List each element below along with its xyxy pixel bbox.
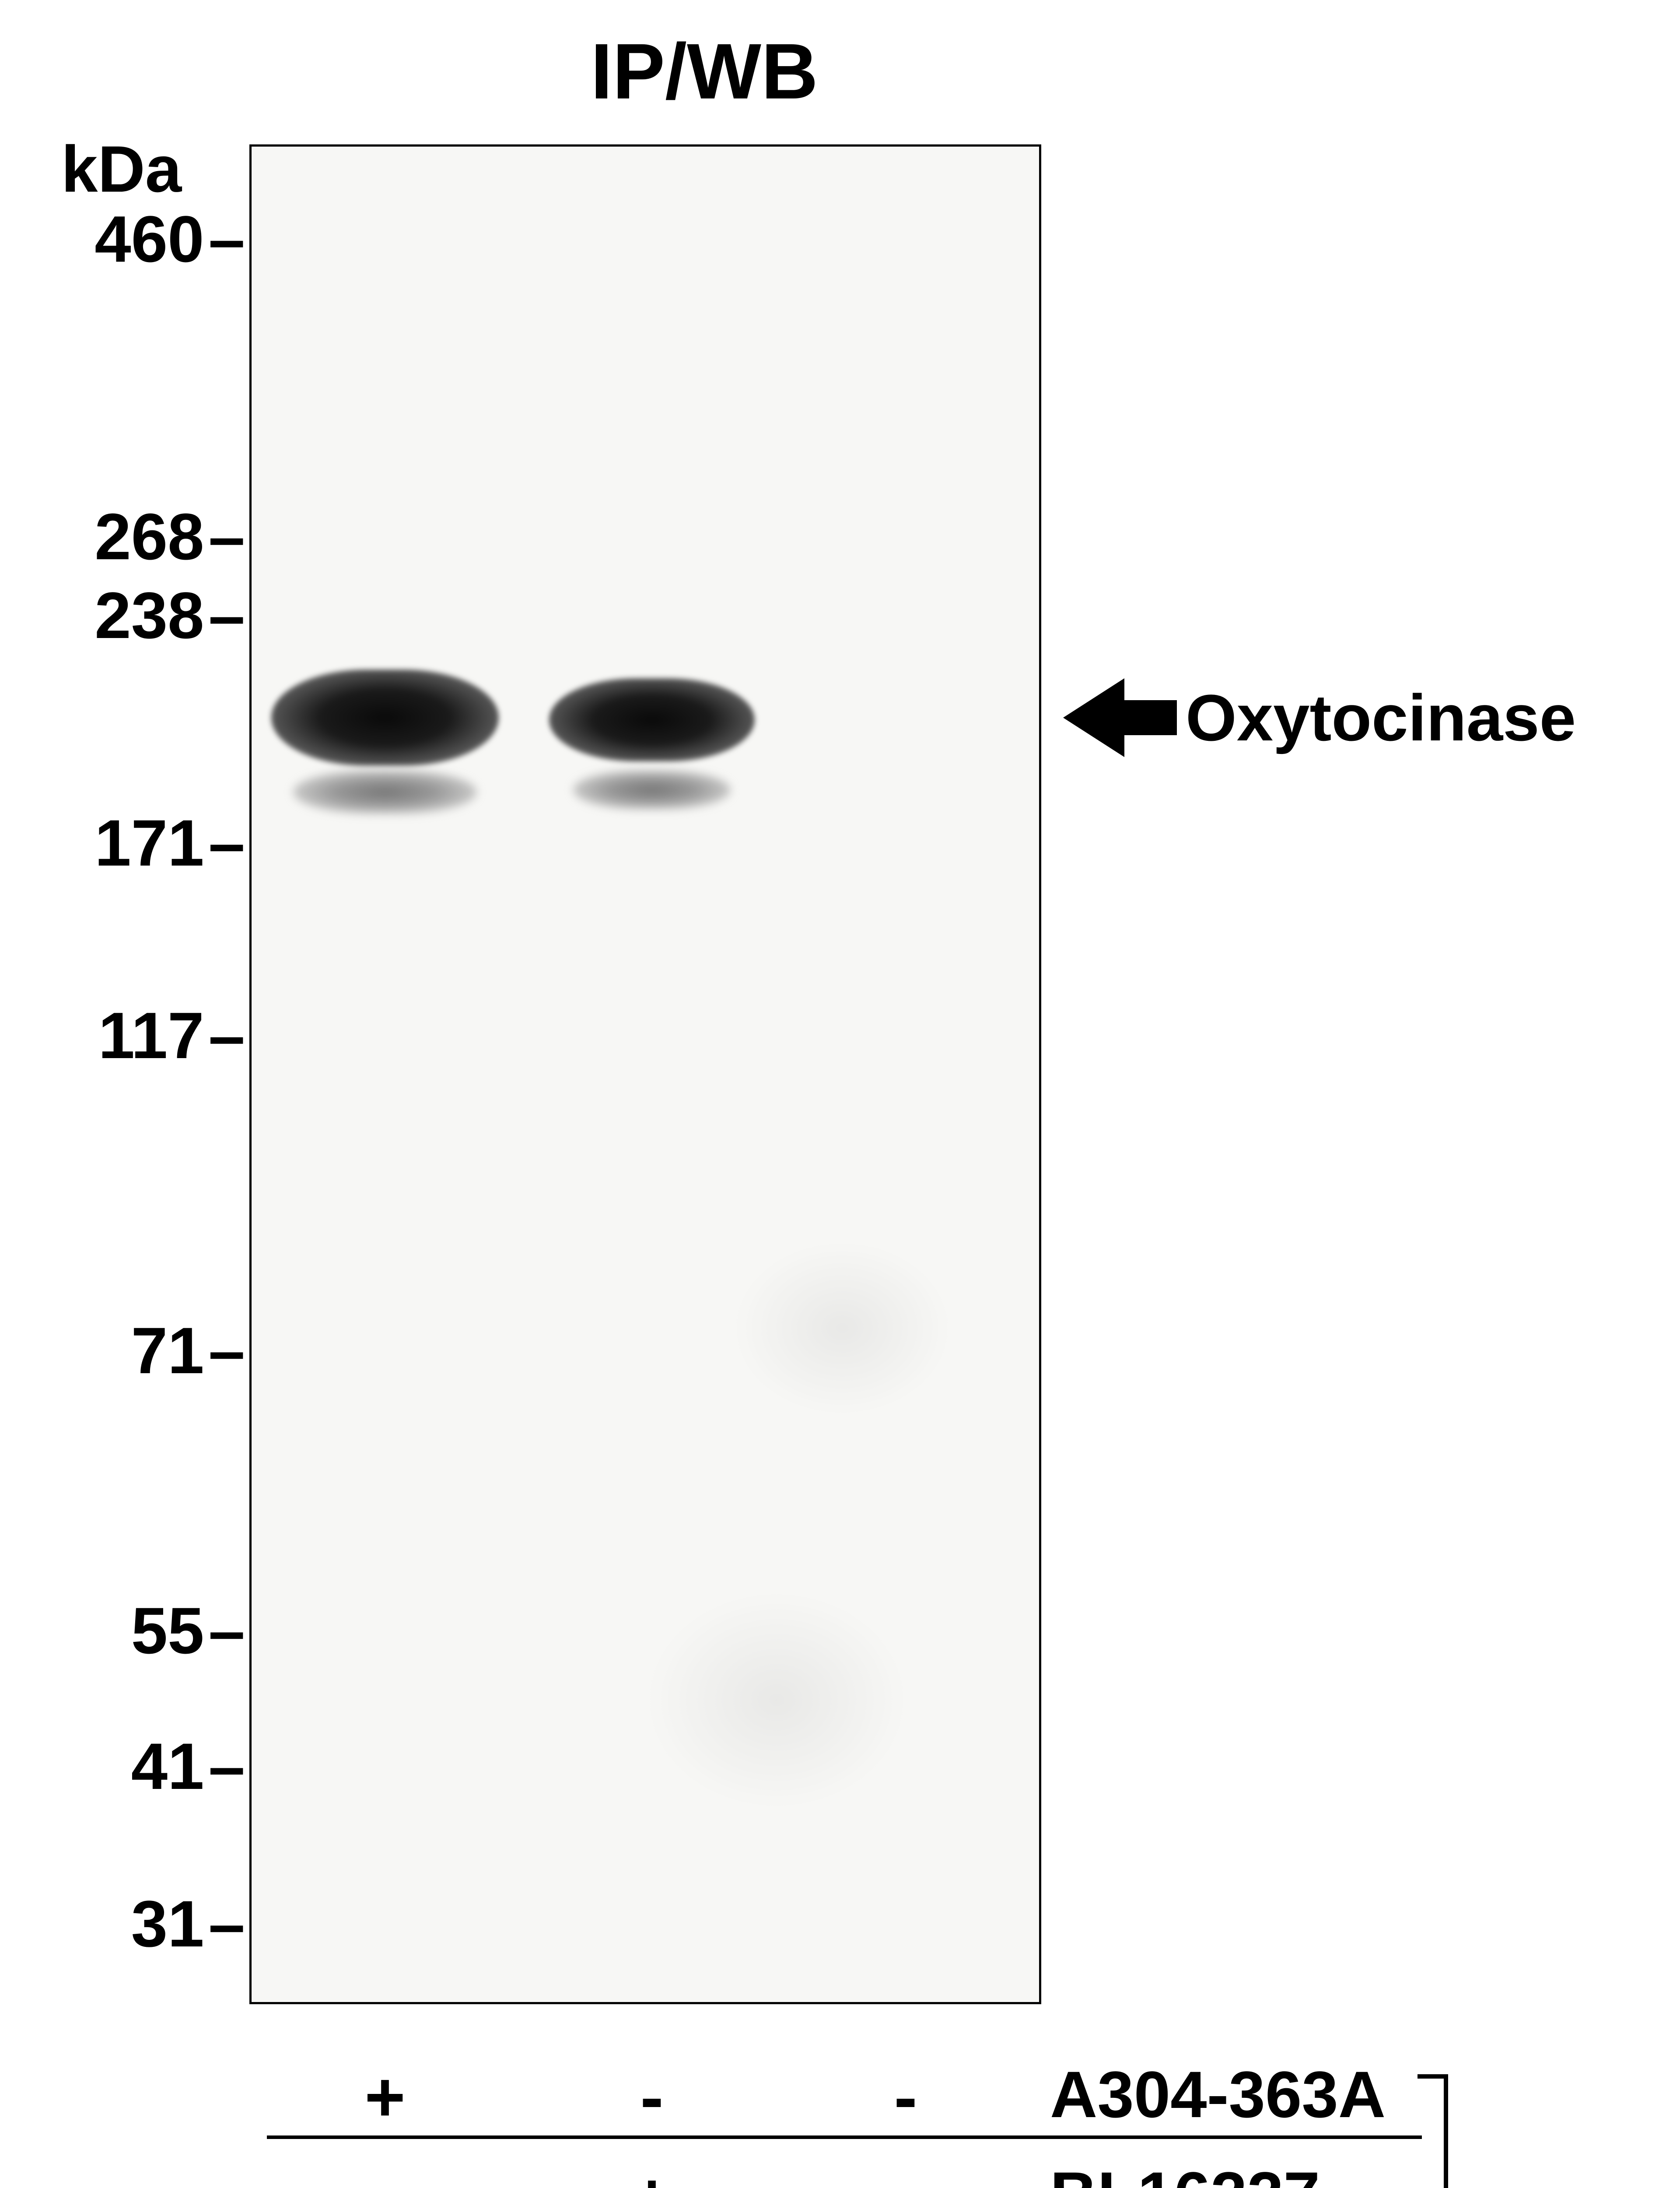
ip-row-label: A304-363A <box>1050 2057 1386 2132</box>
marker-label: 41– <box>131 1729 245 1804</box>
protein-band <box>549 678 755 761</box>
blot-smudge <box>645 1591 908 1809</box>
marker-label: 268– <box>94 499 245 575</box>
marker-label: 31– <box>131 1886 245 1962</box>
marker-label: 171– <box>94 805 245 881</box>
ip-cell: + <box>359 2057 411 2137</box>
target-label: Oxytocinase <box>1186 680 1576 756</box>
ip-bracket <box>1418 2074 1444 2079</box>
ip-cell: - <box>879 2057 932 2137</box>
ip-cell: - <box>879 2157 932 2188</box>
figure-title: IP/WB <box>591 26 818 117</box>
marker-label: 460– <box>94 201 245 277</box>
kda-axis-label: kDa <box>61 131 182 207</box>
protein-band <box>293 770 477 814</box>
target-annotation: Oxytocinase <box>1063 670 1576 766</box>
ip-row-divider <box>267 2135 1422 2139</box>
ip-cell: - <box>359 2157 411 2188</box>
marker-label: 55– <box>131 1593 245 1669</box>
blot-smudge <box>733 1241 952 1416</box>
protein-band <box>271 670 499 766</box>
marker-label: 117– <box>98 998 245 1073</box>
marker-label: 238– <box>94 578 245 653</box>
ip-bracket <box>1444 2074 1448 2188</box>
ip-cell: - <box>626 2057 678 2137</box>
blot-image <box>249 144 1041 2004</box>
ip-cell: + <box>626 2157 678 2188</box>
figure-container: IP/WB kDa 460– 268–238– 171– 117– 71– 55– 41– 3… <box>0 0 1680 2188</box>
marker-label: 71– <box>131 1313 245 1389</box>
ip-main-label: IP <box>1496 2179 1562 2188</box>
ip-row-label: BL16227 <box>1050 2157 1320 2188</box>
protein-band <box>573 770 731 810</box>
arrow-icon <box>1063 670 1177 766</box>
